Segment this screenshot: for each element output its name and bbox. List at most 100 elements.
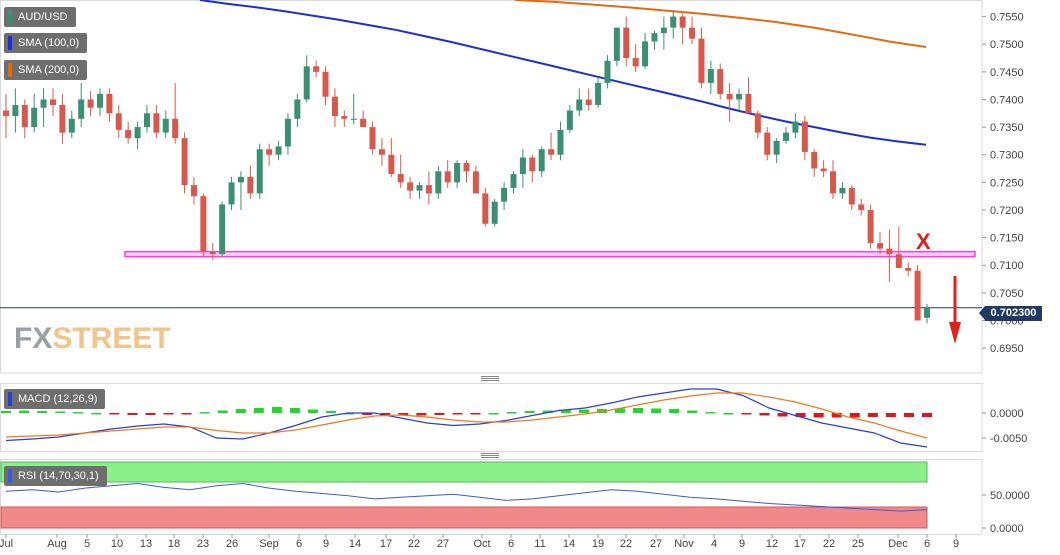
candle-body [924,307,930,318]
grid [0,0,986,538]
candle-body [12,104,19,117]
price-y-tick-label: 0.7150 [990,233,1024,245]
rsi-line [5,482,928,512]
candle-body [350,118,357,120]
candle-body [125,129,132,139]
candle-body [642,41,649,67]
macd-label: MACD (12,26,9) [18,393,98,405]
candle-body [247,176,254,194]
candle-body [181,138,188,186]
candle-body [792,121,799,133]
x-tick-label: 17 [380,538,392,550]
macd-histogram-bar [199,412,210,414]
macd-histogram-bar [217,410,228,413]
sma200-label: SMA (200,0) [18,64,80,76]
rsi-y-tick-label: 50.0000 [990,490,1030,502]
price-y-tick-label: 0.7300 [990,150,1024,162]
x-tick-label: Dec [888,538,908,550]
candle-body [895,254,902,269]
macd-histogram-bar [145,413,156,415]
macd-histogram-bar [181,413,192,415]
candle-body [830,171,837,194]
candle-body [482,193,489,224]
macd-resize-handle[interactable] [481,376,499,381]
candle-body [707,69,714,83]
last-price-tag: 0.702300 [979,306,1042,321]
support-band [124,250,976,258]
candle-body [463,163,470,172]
rsi-resize-handle[interactable] [481,453,499,458]
candle-body [228,182,235,205]
macd-histogram-bar [380,413,391,416]
candle-body [877,243,884,249]
x-tick-label: 23 [197,538,209,550]
candle-body [576,99,583,111]
macd-histogram-bar [37,411,48,413]
macd-histogram-bar [542,410,553,413]
macd-histogram-bar [885,413,896,417]
symbol-legend[interactable]: AUD/USD [4,7,76,27]
candle-body [237,176,244,183]
candle-body [284,118,291,147]
candle-body [848,187,855,205]
macd-histogram-bar [669,409,680,413]
macd-histogram-bar [488,413,499,415]
candle-body [660,27,667,34]
candle-body [717,69,724,94]
x-tick-label: 27 [650,538,662,550]
price-y-tick-label: 0.7400 [990,94,1024,106]
candle-body [519,157,526,175]
candle-body [585,99,592,105]
price-panel-frame [0,0,983,374]
macd-histogram-bar [362,413,373,415]
x-tick-label: 9 [739,538,745,550]
candle-body [557,129,564,155]
candle-body [96,93,103,108]
candle-body [435,171,442,194]
x-tick-label: 22 [620,538,632,550]
macd-histogram-bar [777,413,788,417]
candle-body [143,113,150,128]
price-y-tick-label: 0.6950 [990,343,1024,355]
sma100-legend[interactable]: SMA (100,0) [4,33,88,53]
macd-histogram-bar [741,413,752,415]
candle-body [905,268,912,271]
candle-body [529,157,536,172]
candle-body [200,196,207,252]
x-tick-label: Jul [0,538,13,550]
candle-body [538,149,545,172]
candle-body [548,149,555,155]
candle-body [78,99,85,119]
macd-legend[interactable]: MACD (12,26,9) [4,389,106,409]
fxstreet-watermark: FXSTREET [14,322,171,356]
macd-panel [1,388,932,448]
macd-histogram-bar [1,411,11,413]
macd-histogram-bar [235,409,246,413]
candle-body [454,163,461,183]
candle-body [764,132,771,155]
macd-histogram-bar [687,410,698,413]
x-tick-label: 26 [226,538,238,550]
x-tick-label: 22 [823,538,835,550]
candle-body [670,16,677,28]
x-tick-label: 25 [852,538,864,550]
macd-histogram-bar [524,411,535,413]
candle-body [134,127,141,139]
candle-body [275,146,282,155]
macd-histogram-bar [73,412,84,414]
macd-histogram-bar [849,413,860,418]
rsi-overbought-zone [0,461,928,483]
x-tick-label: 5 [84,538,90,550]
candle-body [736,93,743,100]
candle-body [501,187,508,202]
macd-histogram-bar [470,413,481,415]
price-y-tick-label: 0.7550 [990,12,1024,24]
sma200-legend[interactable]: SMA (200,0) [4,60,88,80]
candle-body [820,168,827,172]
candle-body [369,127,376,150]
candle-body [115,113,122,130]
rsi-legend[interactable]: RSI (14,70,30,1) [4,466,107,486]
macd-histogram-bar [867,413,878,417]
candle-body [613,27,620,61]
